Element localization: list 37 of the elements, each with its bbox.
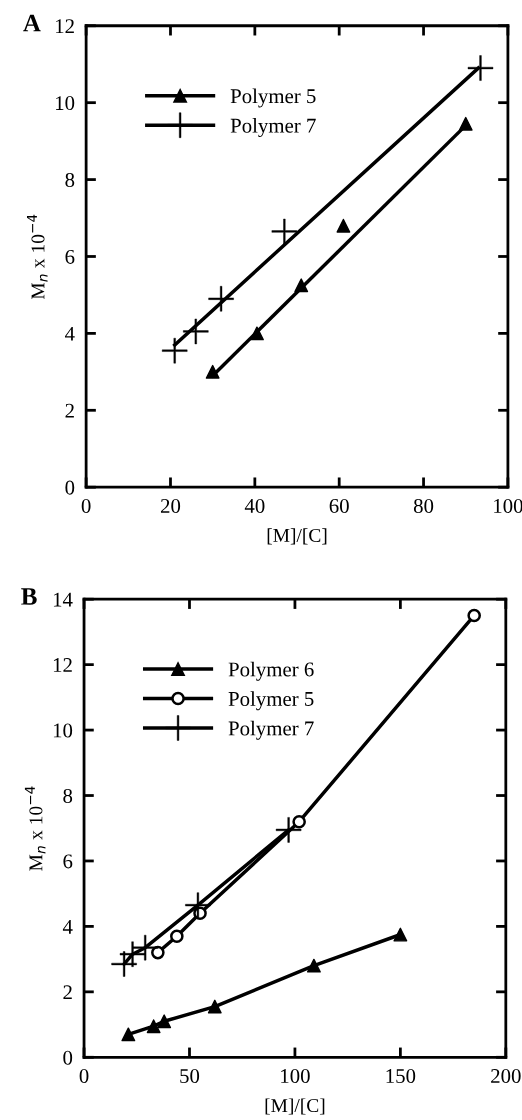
x-tick-label: 0 bbox=[81, 498, 91, 513]
chart-title: B bbox=[21, 588, 37, 605]
y-tick-label: 4 bbox=[62, 919, 73, 934]
y-tick-label: 12 bbox=[56, 19, 74, 33]
y-tick-label: 12 bbox=[53, 658, 72, 672]
legend-label: Polymer 7 bbox=[230, 118, 316, 137]
y-tick-label: 6 bbox=[63, 854, 73, 869]
x-tick-label: 200 bbox=[491, 1068, 521, 1084]
x-tick-label: 40 bbox=[244, 498, 265, 513]
y-tick-label: 14 bbox=[53, 592, 73, 607]
x-tick-label: 0 bbox=[79, 1068, 89, 1084]
legend-label: Polymer 7 bbox=[228, 720, 314, 740]
x-axis-title: [M]/[C] bbox=[267, 528, 327, 545]
y-tick-label: 0 bbox=[63, 1050, 73, 1065]
x-tick-label: 60 bbox=[329, 498, 349, 513]
y-tick-label: 0 bbox=[65, 480, 75, 495]
y-tick-label: 2 bbox=[65, 403, 74, 418]
y-tick-label: 2 bbox=[63, 985, 72, 1000]
legend-label: Polymer 5 bbox=[228, 691, 314, 711]
y-tick-label: 6 bbox=[65, 249, 75, 264]
x-tick-label: 100 bbox=[281, 1068, 310, 1084]
x-tick-label: 150 bbox=[386, 1068, 416, 1084]
x-tick-label: 20 bbox=[160, 498, 181, 513]
y-tick-label: 8 bbox=[65, 172, 75, 188]
x-tick-label: 100 bbox=[494, 498, 522, 513]
legend-label: Polymer 5 bbox=[230, 88, 316, 108]
chart-title: A bbox=[23, 14, 41, 32]
y-tick-label: 4 bbox=[65, 326, 75, 341]
y-axis-title: M$_{n}$ x 10$^{−4}$ bbox=[26, 214, 48, 300]
y-tick-label: 10 bbox=[56, 96, 75, 111]
legend-label: Polymer 6 bbox=[228, 661, 314, 681]
x-tick-label: 80 bbox=[413, 498, 434, 513]
y-axis-title: M$_{n}$ x 10$^{−4}$ bbox=[24, 786, 46, 871]
y-tick-label: 8 bbox=[63, 788, 73, 803]
x-axis-title: [M]/[C] bbox=[265, 1098, 325, 1115]
x-tick-label: 50 bbox=[180, 1068, 200, 1084]
y-tick-label: 10 bbox=[53, 723, 73, 738]
